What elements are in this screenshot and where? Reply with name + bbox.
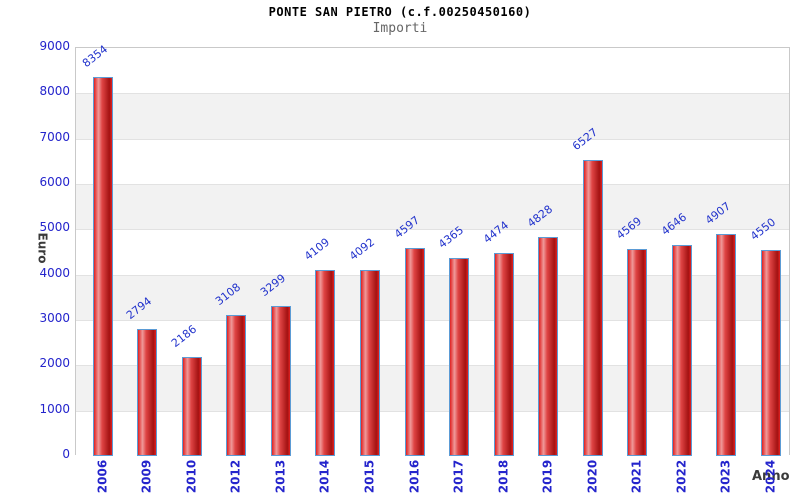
x-tick-label: 2016 [407, 459, 422, 494]
gridline [76, 274, 789, 276]
plot-band [76, 93, 789, 139]
bar-2017 [449, 258, 470, 456]
x-tick-label: 2014 [317, 459, 332, 494]
x-tick-label: 2021 [629, 459, 644, 494]
x-tick-label: 2010 [184, 459, 199, 494]
chart-title: PONTE SAN PIETRO (c.f.00250450160) [268, 5, 532, 19]
x-tick-label: 2022 [674, 459, 689, 494]
bar-2006 [92, 77, 113, 456]
bar-2023 [716, 233, 737, 456]
plot-band [76, 229, 789, 275]
bar-2016 [404, 247, 425, 456]
bar-2018 [493, 253, 514, 456]
bar-2015 [360, 270, 380, 456]
x-tick-label: 2019 [540, 459, 555, 494]
gridline [76, 184, 789, 185]
x-tick-label: 2012 [228, 459, 243, 494]
x-tick-label: 2015 [362, 459, 377, 494]
bar-2012 [226, 315, 247, 456]
x-tick-label: 2024 [763, 459, 778, 494]
x-tick-label: 2009 [139, 459, 154, 494]
bar-2022 [671, 245, 692, 456]
x-tick-label: 2023 [718, 459, 733, 494]
bar-2021 [627, 248, 648, 456]
plot-band [76, 138, 789, 184]
y-tick-label: 9000 [39, 39, 70, 53]
plot-band [76, 48, 789, 94]
y-axis-title: Euro [35, 232, 50, 264]
bar-2009 [137, 329, 158, 456]
plot-band [76, 184, 789, 230]
y-tick-label: 3000 [39, 311, 70, 325]
gridline [76, 138, 789, 140]
plot-band [76, 274, 789, 320]
y-tick-label: 4000 [39, 265, 70, 280]
gridline [76, 229, 789, 231]
gridline [76, 93, 789, 95]
x-tick-label: 2018 [496, 459, 511, 494]
bar-2010 [181, 356, 202, 456]
chart-subtitle: Importi [372, 21, 428, 36]
bar-2014 [315, 269, 336, 456]
bar-2019 [538, 237, 559, 456]
x-axis-title: Anno [752, 469, 790, 484]
gridline [76, 320, 789, 321]
x-tick-label: 2006 [95, 459, 110, 494]
bar-2013 [270, 306, 291, 456]
x-tick-label: 2013 [273, 459, 288, 494]
y-tick-label: 2000 [39, 356, 70, 371]
bar-2024 [760, 249, 781, 456]
y-tick-label: 5000 [39, 220, 70, 235]
x-tick-label: 2017 [451, 459, 466, 494]
y-tick-label: 7000 [39, 129, 70, 144]
y-tick-label: 6000 [39, 175, 70, 189]
gridline [76, 410, 789, 412]
y-tick-label: 0 [62, 447, 70, 461]
x-tick-label: 2020 [585, 459, 600, 494]
y-tick-label: 1000 [39, 401, 70, 416]
gridline [76, 365, 789, 367]
plot-area: 8354 2794 2186 3108 3299 4109 4092 4597 4365 4474… [75, 43, 790, 456]
y-tick-label: 8000 [39, 84, 70, 99]
bar-2020 [582, 160, 603, 456]
